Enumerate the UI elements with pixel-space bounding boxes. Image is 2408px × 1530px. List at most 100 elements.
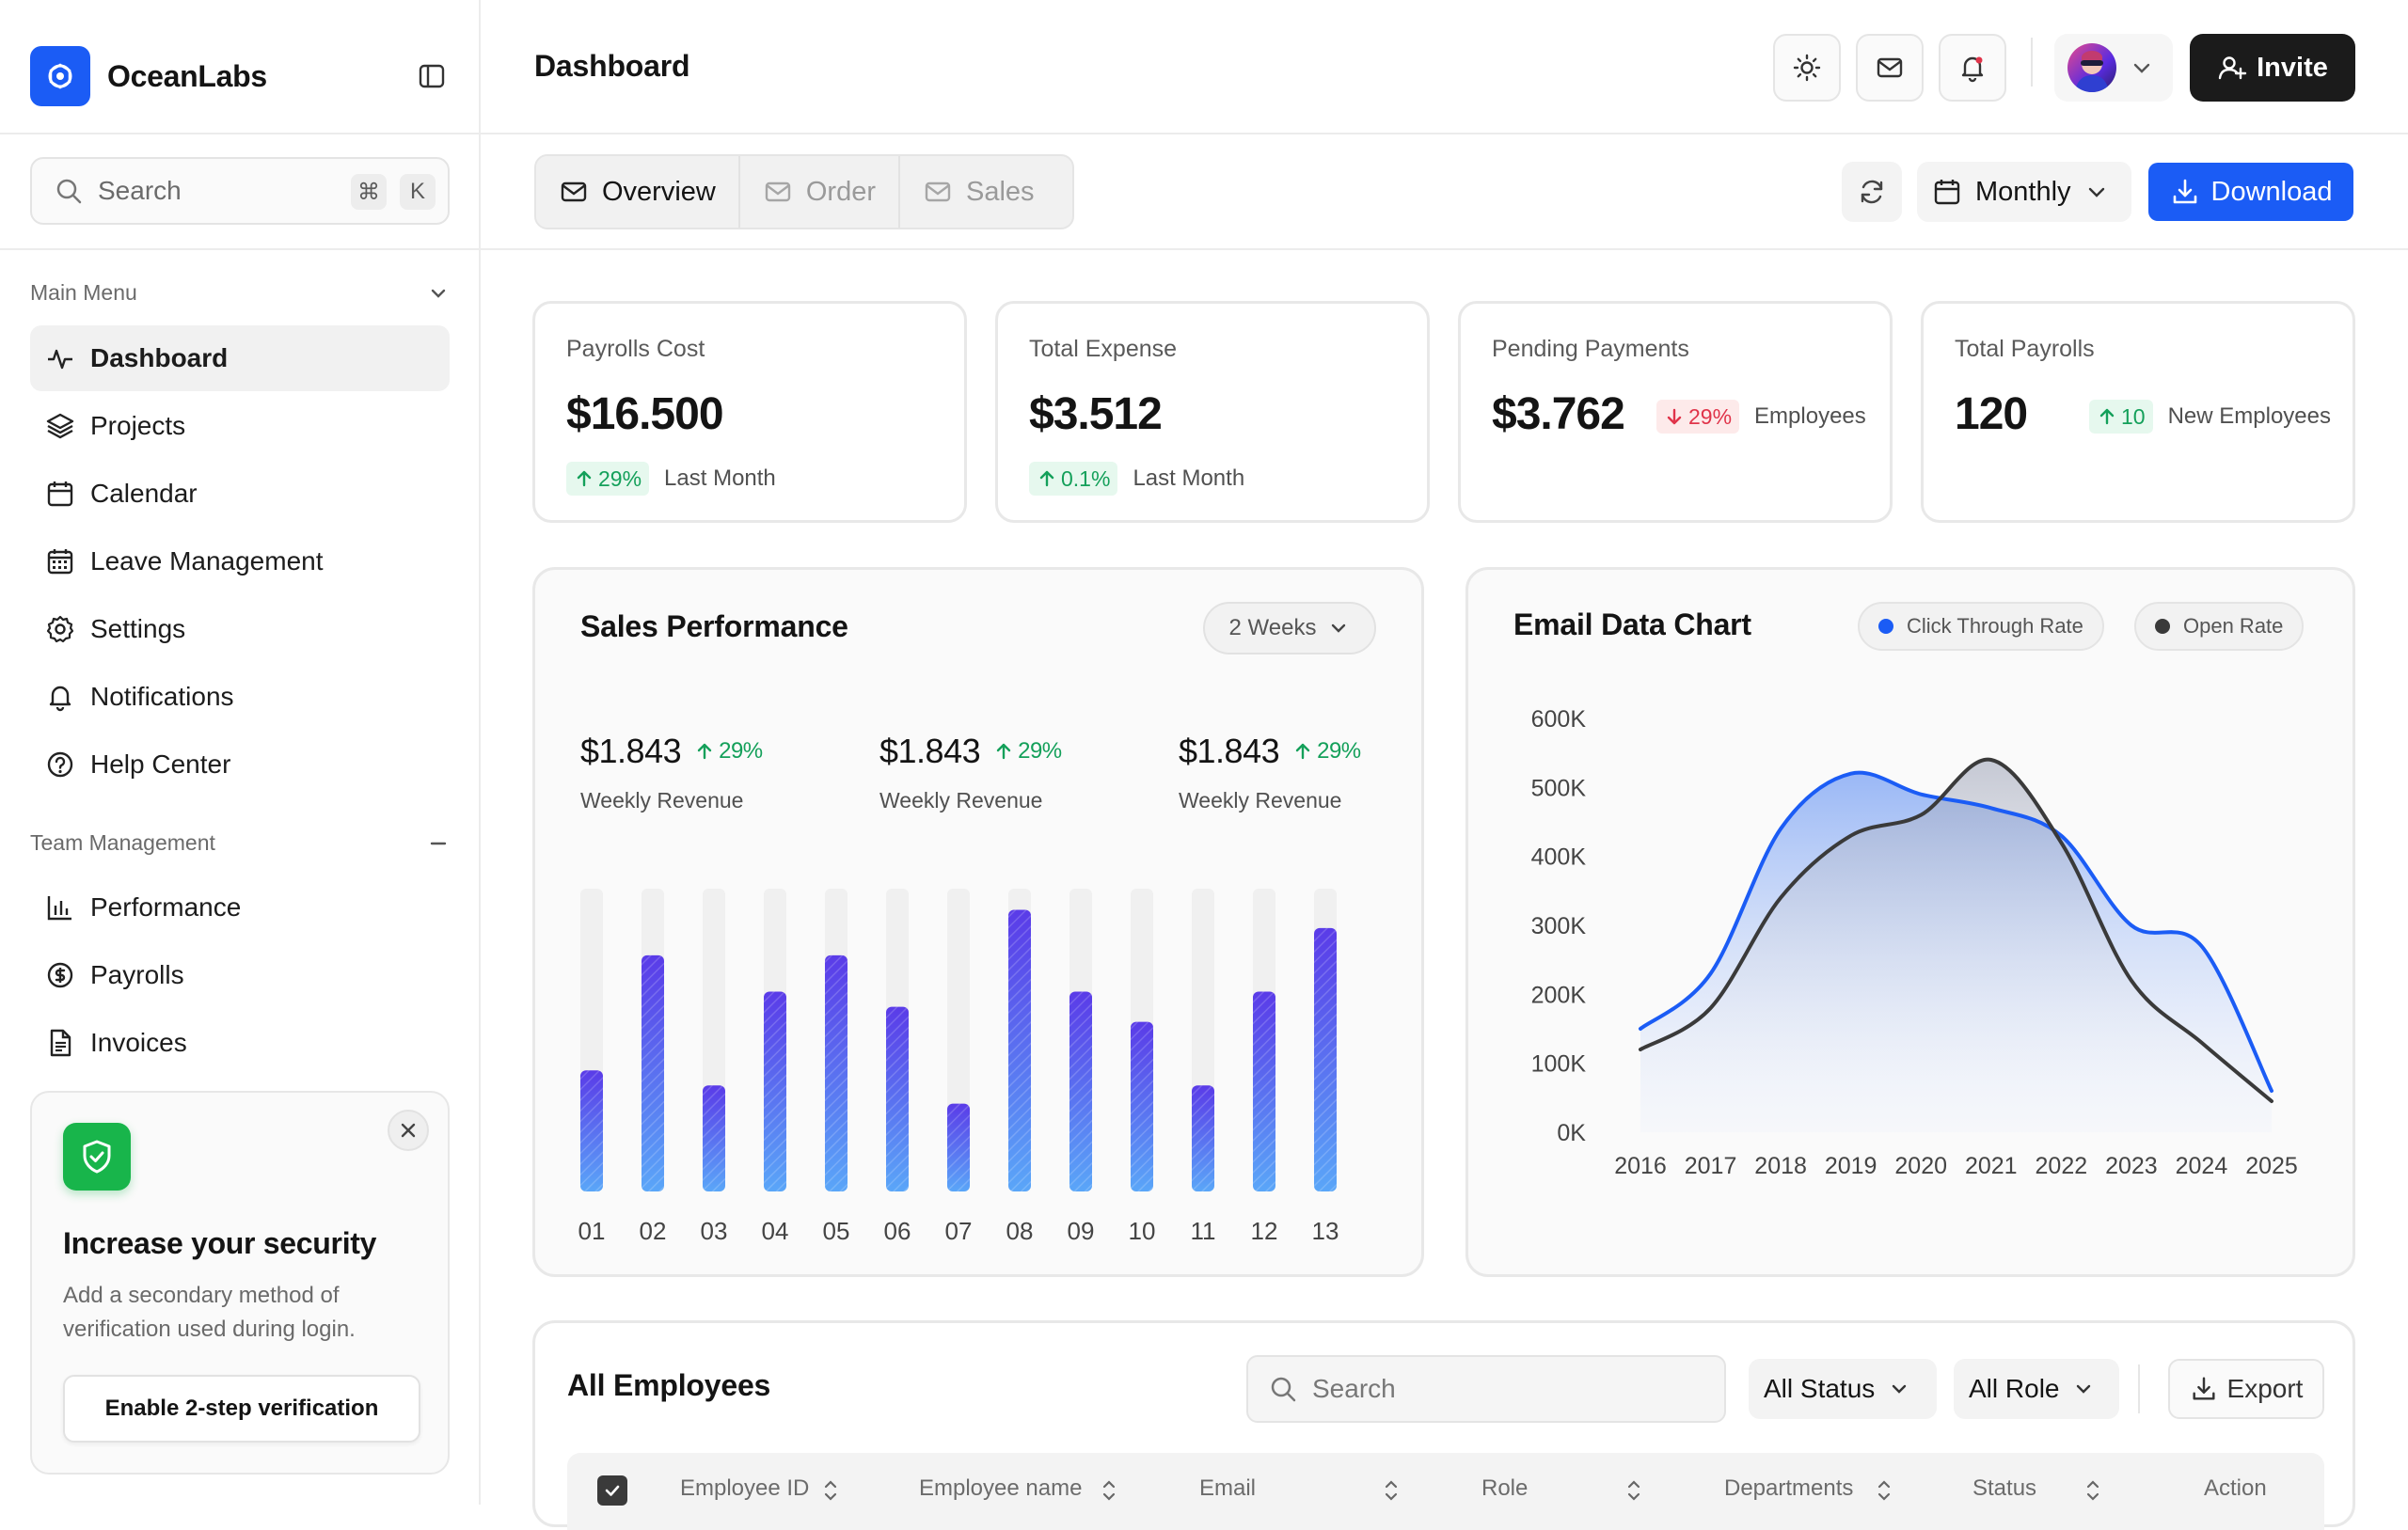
sidebar-search-input[interactable]: Search ⌘ K: [30, 157, 450, 225]
revenue-label: Weekly Revenue: [879, 788, 1043, 812]
sidebar-item-notifications[interactable]: Notifications: [30, 664, 450, 730]
legend-dot: [1878, 619, 1893, 634]
bar-hatch: [642, 954, 664, 1191]
x-tick-label: 09: [1068, 1217, 1095, 1245]
select-all-checkbox[interactable]: [597, 1475, 627, 1506]
arrow-up-icon: [574, 468, 594, 489]
bar-hatch: [825, 954, 848, 1191]
column-email[interactable]: Email: [1199, 1475, 1257, 1501]
tab-sales[interactable]: Sales: [900, 156, 1057, 228]
shortcut-mod-key: ⌘: [351, 174, 387, 210]
x-tick-label: 05: [823, 1217, 850, 1245]
revenue-amount: $1.843: [879, 732, 981, 770]
bar-hatch: [580, 1070, 603, 1191]
toolbar-divider: [481, 248, 2408, 250]
bar-chart-icon: [45, 892, 75, 923]
sidebar-item-dashboard[interactable]: Dashboard: [30, 325, 450, 391]
arrow-up-icon: [1037, 468, 1057, 489]
security-card-title: Increase your security: [63, 1226, 377, 1260]
status-filter-select[interactable]: All Status: [1749, 1359, 1937, 1419]
y-tick-label: 0K: [1557, 1120, 1586, 1146]
sidebar-item-settings[interactable]: Settings: [30, 596, 450, 662]
mail-icon: [1875, 53, 1905, 83]
revenue-change: 29%: [1018, 738, 1062, 764]
messages-button[interactable]: [1856, 34, 1924, 102]
team-management-header[interactable]: Team Management: [30, 830, 450, 856]
sort-icon[interactable]: [2083, 1477, 2102, 1504]
period-select[interactable]: Monthly: [1917, 162, 2131, 222]
employee-search-input[interactable]: Search: [1246, 1355, 1726, 1423]
mail-icon: [559, 177, 589, 207]
export-button[interactable]: Export: [2168, 1359, 2324, 1419]
mail-icon: [923, 177, 953, 207]
mail-icon: [763, 177, 793, 207]
sort-icon[interactable]: [821, 1477, 840, 1504]
bar-hatch: [1131, 1021, 1153, 1191]
filter-separator: [2138, 1364, 2140, 1413]
column-role[interactable]: Role: [1481, 1475, 1529, 1501]
invite-label: Invite: [2257, 52, 2328, 83]
revenue-amount: $1.843: [580, 732, 682, 770]
column-action: Action: [2204, 1475, 2267, 1501]
brand-name: OceanLabs: [107, 58, 267, 93]
close-icon[interactable]: [388, 1110, 429, 1151]
sidebar-item-calendar[interactable]: Calendar: [30, 461, 450, 527]
trend-value: 10: [2121, 403, 2146, 429]
trend-value: 29%: [1688, 403, 1733, 429]
download-icon: [2190, 1375, 2218, 1403]
sidebar-item-payrolls[interactable]: Payrolls: [30, 942, 450, 1008]
status-filter-value: All Status: [1764, 1374, 1876, 1403]
chevron-down-icon: [2130, 55, 2154, 80]
sidebar-item-leave-management[interactable]: Leave Management: [30, 528, 450, 594]
x-tick-label: 2018: [1754, 1153, 1807, 1179]
tab-order[interactable]: Order: [740, 156, 900, 228]
legend-label: Open Rate: [2183, 614, 2284, 638]
column-departments[interactable]: Departments: [1724, 1475, 1854, 1501]
x-tick-label: 2024: [2176, 1153, 2228, 1179]
dollar-circle-icon: [45, 960, 75, 990]
tab-overview[interactable]: Overview: [536, 156, 740, 228]
sidebar-item-performance[interactable]: Performance: [30, 875, 450, 940]
sort-icon[interactable]: [1382, 1477, 1401, 1504]
sidebar-item-projects[interactable]: Projects: [30, 393, 450, 459]
x-tick-label: 2017: [1685, 1153, 1737, 1179]
main-menu-header[interactable]: Main Menu: [30, 280, 450, 306]
sidebar-item-invoices[interactable]: Invoices: [30, 1010, 450, 1076]
refresh-button[interactable]: [1842, 162, 1902, 222]
bar-hatch: [1008, 909, 1031, 1191]
sort-icon[interactable]: [1875, 1477, 1893, 1504]
sort-icon[interactable]: [1100, 1477, 1118, 1504]
enable-2fa-button[interactable]: Enable 2-step verification: [63, 1375, 420, 1443]
sidebar-toggle-icon[interactable]: [412, 56, 452, 96]
stat-note: Last Month: [1133, 465, 1245, 491]
range-select[interactable]: 2 Weeks: [1203, 602, 1376, 655]
column-employee-name[interactable]: Employee name: [919, 1475, 1083, 1501]
line-click-through-rate[interactable]: [1639, 770, 2273, 1093]
email-area-chart: 0K 100K 200K 300K 400K 500K 600K 2016 2017 2018 20…: [1531, 706, 2298, 1179]
x-tick-label: 2016: [1614, 1153, 1667, 1179]
sort-icon[interactable]: [1624, 1477, 1643, 1504]
x-tick-label: 2020: [1894, 1153, 1947, 1179]
bell-icon: [1957, 53, 1988, 83]
legend-open-rate[interactable]: Open Rate: [2134, 602, 2305, 651]
column-employee-id[interactable]: Employee ID: [680, 1475, 810, 1501]
download-button[interactable]: Download: [2148, 163, 2353, 221]
role-filter-select[interactable]: All Role: [1954, 1359, 2119, 1419]
line-open-rate[interactable]: [1639, 757, 2273, 1103]
sidebar-item-help-center[interactable]: Help Center: [30, 732, 450, 797]
stat-value: $3.762: [1492, 389, 1625, 439]
bar-hatch: [703, 1085, 725, 1191]
brand: OceanLabs: [30, 45, 452, 107]
y-tick-label: 400K: [1531, 844, 1587, 871]
invite-button[interactable]: Invite: [2190, 34, 2355, 102]
area-open-rate: [1640, 759, 2272, 1132]
notifications-button[interactable]: [1939, 34, 2006, 102]
stat-note: Last Month: [664, 465, 776, 491]
security-card: Increase your security Add a secondary m…: [30, 1091, 450, 1475]
activity-icon: [45, 343, 75, 373]
legend-click-through-rate[interactable]: Click Through Rate: [1858, 602, 2104, 651]
revenue-label: Weekly Revenue: [580, 788, 744, 812]
theme-toggle-button[interactable]: [1773, 34, 1841, 102]
profile-menu[interactable]: [2054, 34, 2173, 102]
column-status[interactable]: Status: [1972, 1475, 2037, 1501]
